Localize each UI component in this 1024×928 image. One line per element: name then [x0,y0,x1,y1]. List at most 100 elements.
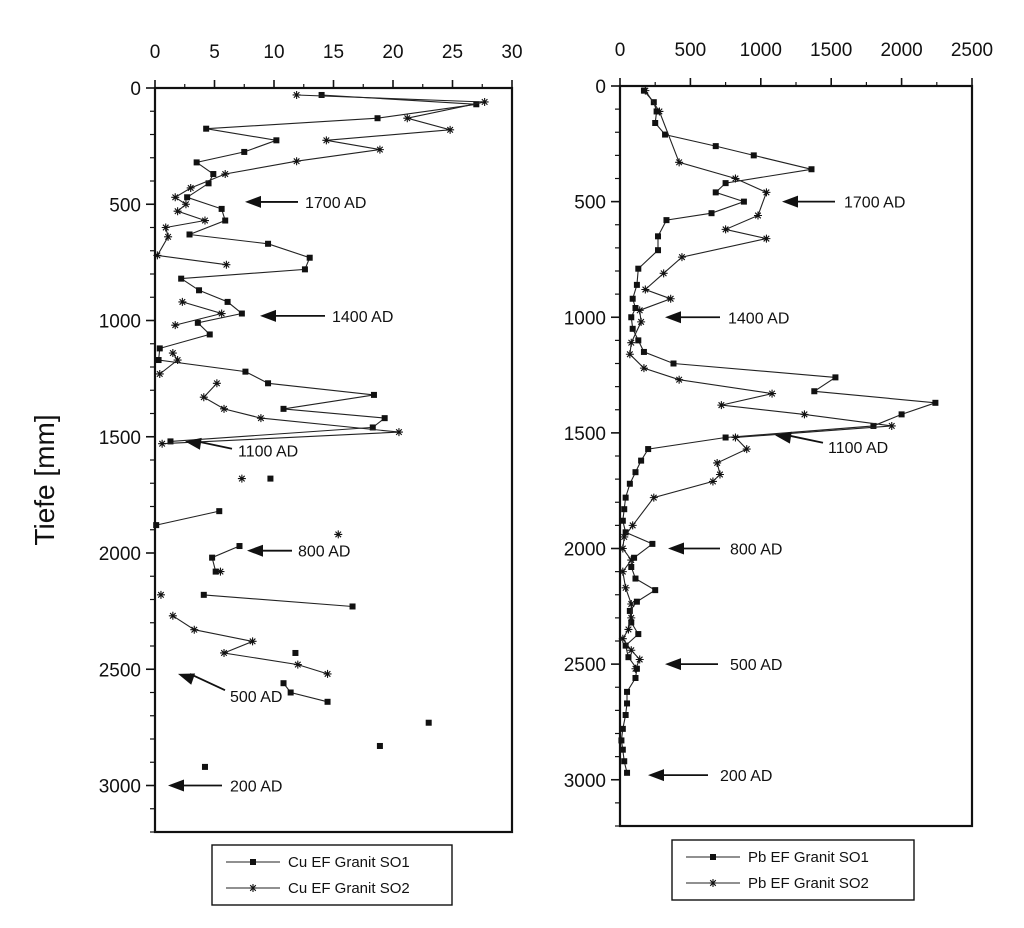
data-point-square [811,388,818,395]
data-point-star [222,260,231,269]
data-point-square [209,554,216,561]
data-point-square [619,746,626,753]
annotation-arrowhead [185,437,202,450]
data-point-square [349,603,356,610]
data-point-star [164,232,173,241]
data-point-square [635,631,642,638]
data-point-square [216,508,223,515]
data-point-square [622,712,629,718]
annotation-label: 500 AD [230,689,282,706]
data-point-square [153,522,160,529]
data-point-star [641,86,650,95]
data-point-square [425,719,432,726]
data-point-square [722,434,729,441]
cu-panel: 0 5 10 15 20 25 30 0 500 1000 1500 2000 2500 3000 1700… [99,42,523,906]
data-point-square [708,210,715,217]
data-point-star [217,309,226,318]
series-line [162,382,400,445]
data-point-square [167,438,174,445]
data-point-square [832,374,839,381]
data-point-star [717,401,726,410]
data-point-star [200,216,209,225]
data-point-square [196,287,203,294]
data-point-star [178,297,187,306]
data-point-square [201,763,208,770]
data-point-square [301,266,308,273]
annotation-label: 1700 AD [844,195,905,212]
data-point-square [178,275,185,282]
data-point-star [762,234,771,243]
data-point-square [645,446,652,453]
data-point-square [206,331,213,338]
data-point-square [242,368,249,375]
series-line [157,94,477,442]
data-point-star [641,285,650,294]
legend-marker-star [709,879,717,887]
legend-label: Pb EF Granit SO2 [748,875,869,892]
data-point-square [203,125,210,132]
data-point-star [635,306,644,315]
y-tick-label: 0 [595,77,606,98]
data-point-star [635,655,644,664]
data-point-square [619,725,626,732]
data-point-star [677,253,686,262]
data-point-star [627,338,636,347]
annotation-arrowhead [247,544,263,557]
data-point-star [293,660,302,669]
data-point-square [624,769,631,776]
x-tick-label: 20 [382,42,403,63]
x-tick-label: 1500 [810,40,852,61]
data-point-star [708,477,717,486]
series-so2 [153,90,489,678]
data-point-square [156,345,163,352]
data-point-star [155,369,164,378]
y-tick-label: 2000 [99,544,141,565]
data-point-square [318,91,325,98]
data-point-star [631,664,640,673]
data-point-star [659,269,668,278]
data-point-square [655,247,662,254]
annotation-label: 1100 AD [238,444,298,461]
x-tick-label: 5 [209,42,220,63]
y-tick-label: 1500 [564,424,606,445]
data-point-square [649,540,656,547]
data-point-square [808,166,815,173]
data-point-square [374,115,381,122]
annotation-arrowhead [782,195,798,208]
series-line [211,545,240,572]
annotation-arrowhead [665,311,681,324]
data-point-star [322,136,331,145]
data-point-square [381,415,388,422]
data-point-star [800,410,809,419]
annotation-arrowhead [260,309,276,322]
data-point-star [618,567,627,576]
data-point-star [625,350,634,359]
data-point-square [241,148,248,155]
series-line [159,352,179,375]
data-point-star [220,648,229,657]
data-point-square [376,742,383,749]
legend-label: Pb EF Granit SO1 [748,849,869,866]
data-point-star [292,90,301,99]
data-point-square [632,675,639,681]
y-tick-label: 1000 [99,312,141,333]
data-point-square [898,411,905,418]
annotation-arrow-shaft [196,440,233,450]
data-point-star [156,590,165,599]
data-point-square [625,654,632,661]
data-point-star [212,379,221,388]
data-point-star [742,445,751,454]
data-point-square [265,240,272,247]
data-point-star [173,356,182,365]
data-point-square [280,680,287,687]
data-point-square [632,575,639,582]
data-point-square [663,217,670,224]
data-point-star [762,188,771,197]
data-point-square [210,171,217,178]
pb-panel: 0 500 1000 1500 2000 2500 0 500 1000 1500 2000 2500… [564,40,993,901]
data-point-square [194,319,201,326]
data-point-square [638,457,645,464]
data-point-star [628,521,637,530]
legend-marker-star [249,884,257,892]
